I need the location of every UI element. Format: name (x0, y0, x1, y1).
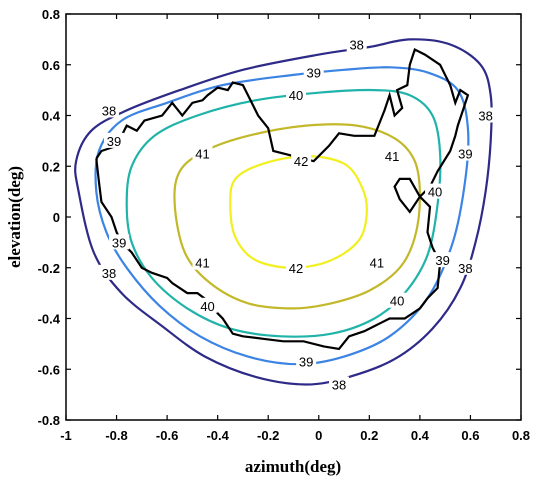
contour-label-38: 38 (349, 37, 363, 52)
contour-line-41 (173, 123, 422, 310)
contour-label-bg (432, 252, 453, 268)
y-tick-label: 0.6 (42, 58, 60, 73)
contour-label-42: 42 (294, 154, 308, 169)
x-tick-label: -0.6 (156, 428, 178, 443)
contour-label-39: 39 (306, 65, 320, 80)
x-tick-label: 0.8 (512, 428, 530, 443)
contour-label-bg (303, 64, 324, 80)
x-tick-label: -0.2 (257, 428, 279, 443)
contour-label-38: 38 (102, 103, 116, 118)
contour-label-39: 39 (299, 355, 313, 370)
contour-label-42: 42 (289, 261, 303, 276)
x-tick-label: -0.4 (206, 428, 229, 443)
contour-label-40: 40 (200, 299, 214, 314)
contour-line-40 (125, 88, 442, 338)
contour-label-41: 41 (370, 256, 384, 271)
contour-label-40: 40 (390, 294, 404, 309)
contour-label-bg (366, 254, 387, 270)
y-tick-label: -0.2 (38, 261, 60, 276)
contour-label-bg (296, 353, 317, 369)
contour-line-42 (229, 154, 368, 269)
contour-label-bg (329, 376, 349, 392)
contour-label-bg (286, 87, 307, 103)
contour-label-41: 41 (195, 147, 209, 162)
boundary-outline (95, 47, 470, 351)
contour-label-38: 38 (478, 109, 492, 124)
contour-line-39 (94, 66, 470, 366)
contour-label-38: 38 (458, 261, 472, 276)
contour-label-41: 41 (385, 149, 399, 164)
y-tick-label: 0 (53, 210, 60, 225)
contour-label-bg (286, 259, 307, 275)
contour-lines (74, 38, 493, 386)
y-tick-label: 0.2 (42, 159, 60, 174)
y-tick-label: 0.4 (42, 109, 61, 124)
contour-label-bg (98, 102, 119, 118)
y-tick-label: -0.6 (38, 362, 60, 377)
y-tick-label: -0.4 (38, 312, 61, 327)
contour-label-bg (455, 259, 476, 275)
axis-ticks: -1 -0.8 -0.6 -0.4 -0.2 0 0.2 0.4 0.6 0.80.80.60.4… (38, 7, 530, 443)
contour-label-bg (387, 292, 408, 308)
contour-label-bg (109, 234, 130, 250)
contour-label-38: 38 (332, 377, 346, 392)
contour-label-bg (291, 153, 312, 169)
contour-label-bg (104, 132, 125, 148)
x-tick-label: -1 (60, 428, 72, 443)
contour-label-bg (98, 264, 119, 280)
contour-label-bg (382, 148, 403, 164)
x-axis-label: azimuth(deg) (245, 457, 341, 476)
contour-label-bg (346, 36, 367, 52)
contour-label-40: 40 (289, 88, 303, 103)
y-tick-label: 0.8 (42, 7, 60, 22)
contour-label-39: 39 (435, 253, 449, 268)
boundary-layer (95, 47, 470, 351)
contour-label-bg (192, 254, 213, 270)
x-tick-label: 0.4 (411, 428, 430, 443)
contour-label-38: 38 (102, 266, 116, 281)
x-tick-label: 0 (315, 428, 322, 443)
contour-label-39: 39 (458, 147, 472, 162)
contour-label-39: 39 (107, 134, 121, 149)
contour-label-bg (197, 297, 218, 313)
contour-label-bg (425, 183, 446, 199)
y-axis-label: elevation(deg) (5, 166, 24, 268)
contour-label-41: 41 (195, 256, 209, 271)
contour-label-bg (475, 107, 496, 123)
contour-line-38 (74, 38, 493, 386)
x-tick-label: -0.8 (105, 428, 127, 443)
y-tick-label: -0.8 (38, 413, 60, 428)
contour-label-bg (455, 145, 476, 161)
x-tick-label: 0.6 (461, 428, 479, 443)
contour-label-40: 40 (428, 185, 442, 200)
contour-label-39: 39 (112, 235, 126, 250)
contour-label-bg (192, 145, 213, 161)
x-tick-label: 0.2 (360, 428, 378, 443)
